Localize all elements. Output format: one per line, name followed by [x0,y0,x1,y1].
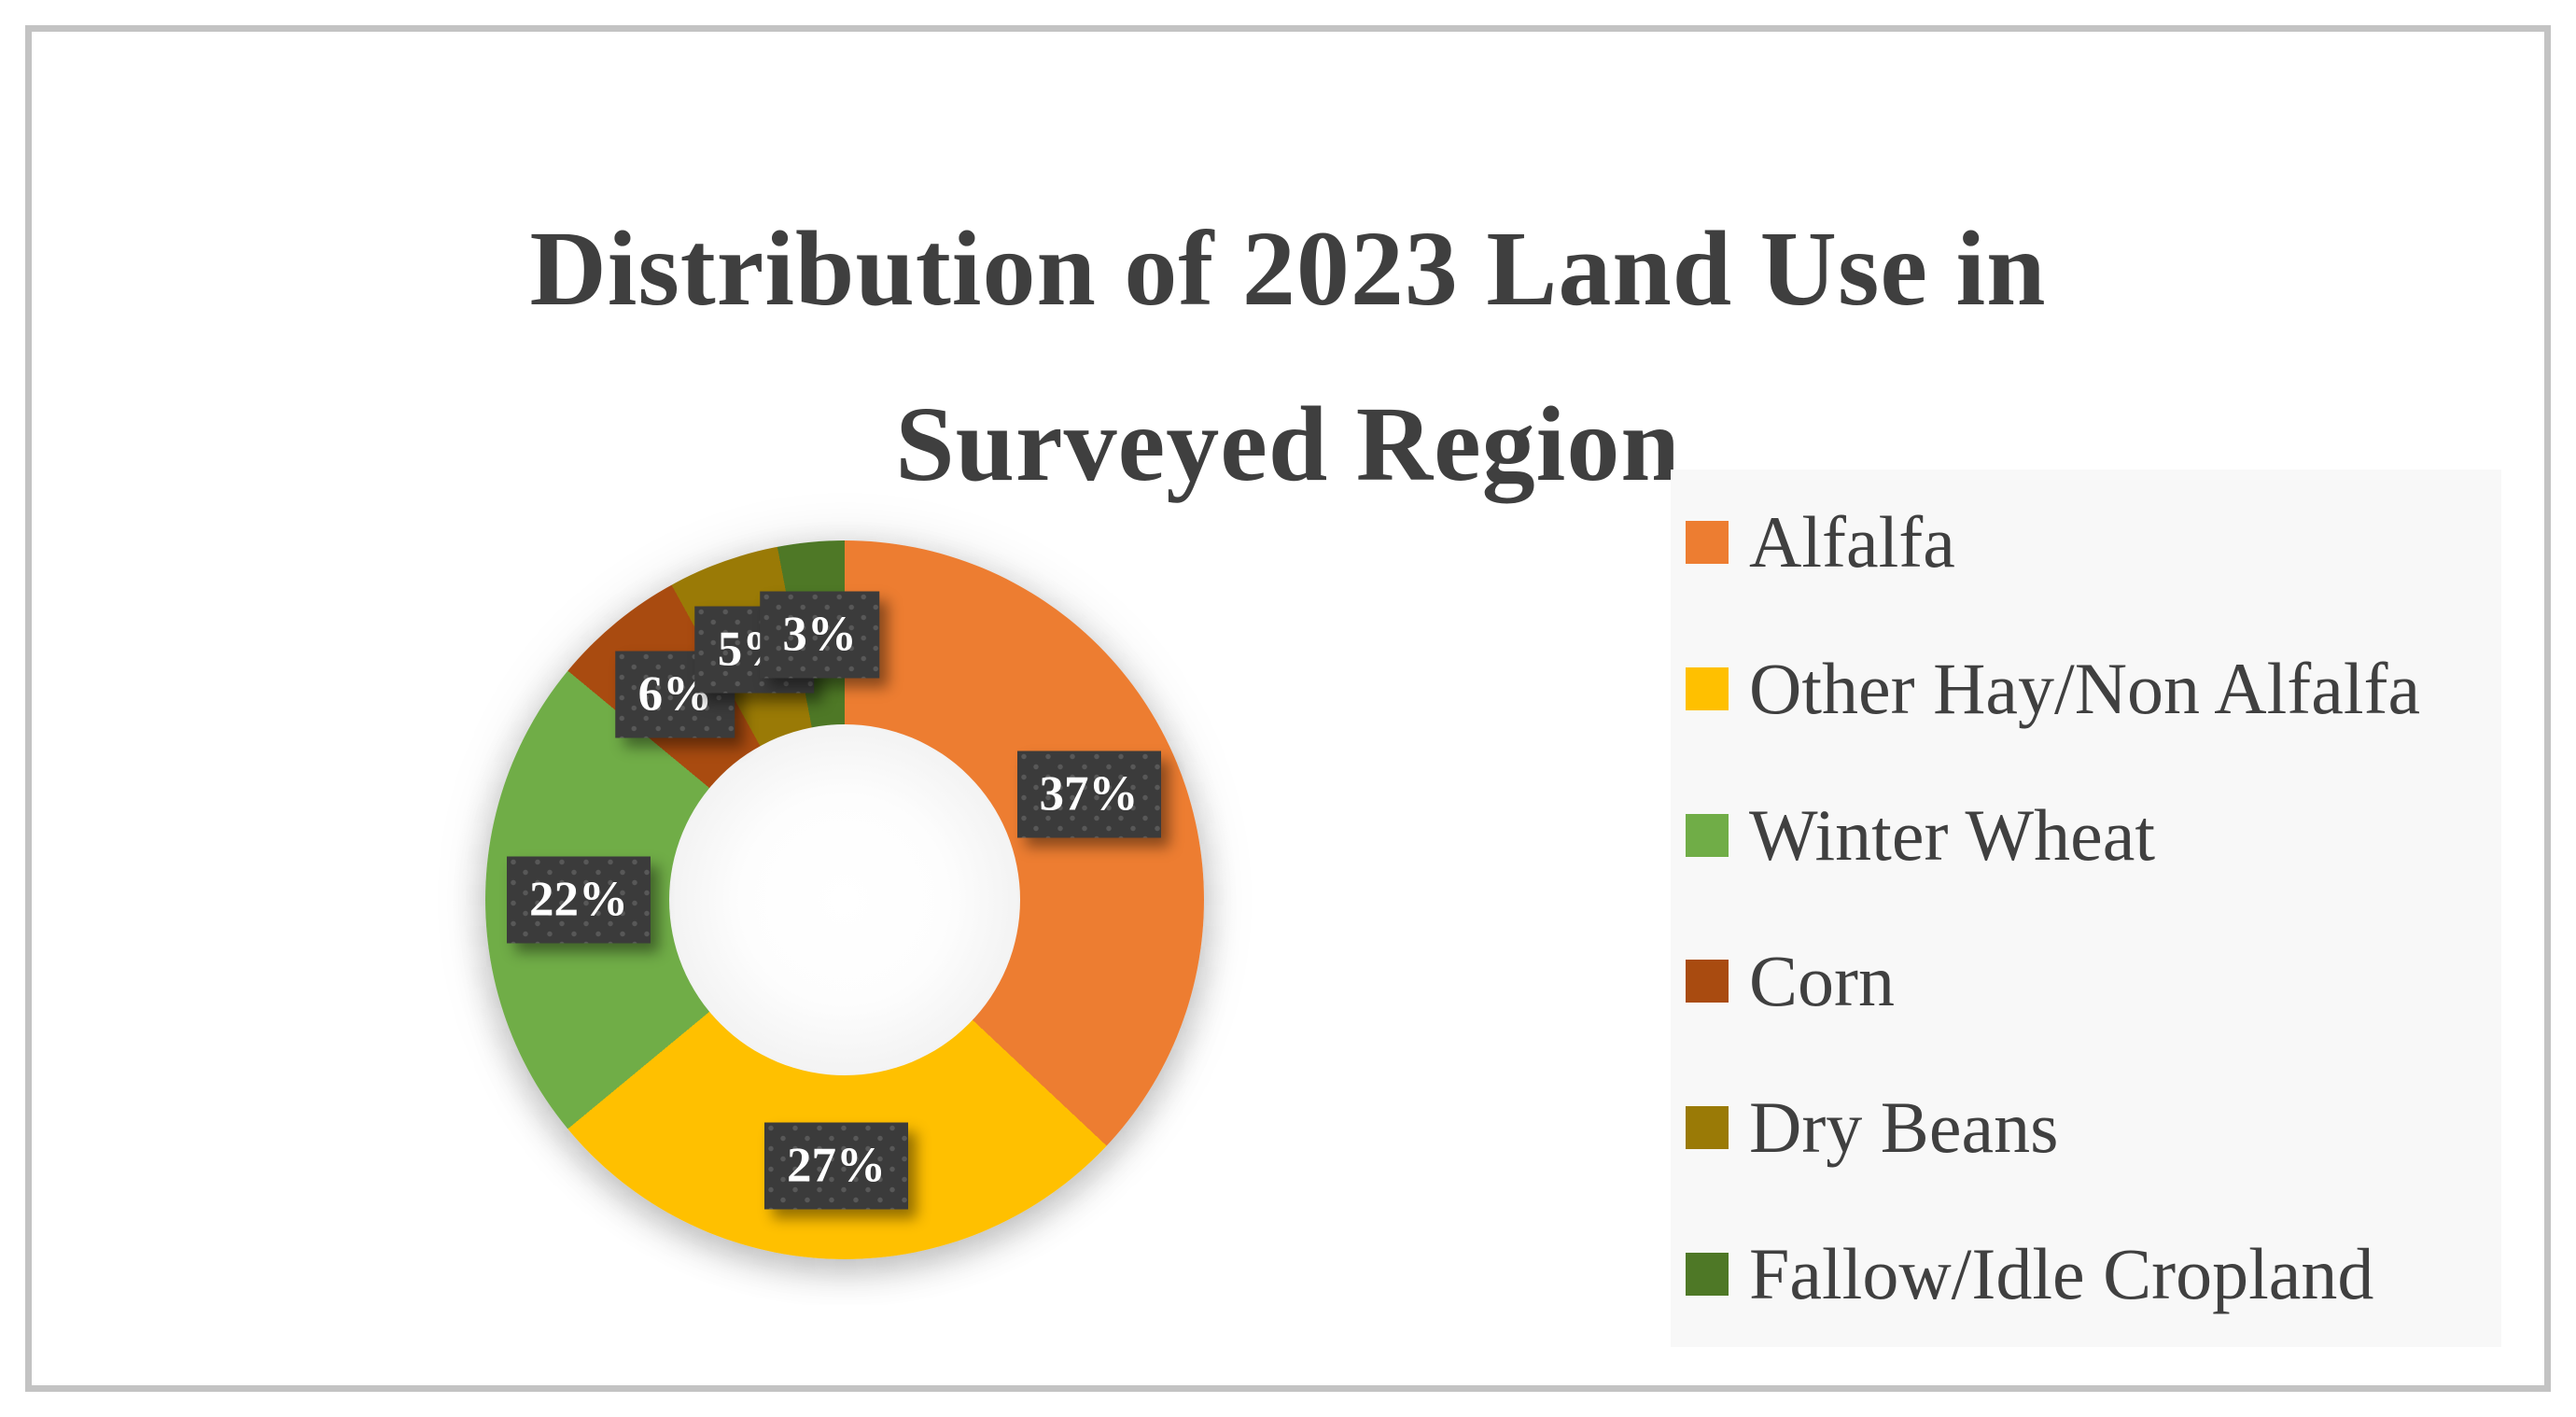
legend-swatch-fallow-idle-cropland [1686,1252,1729,1296]
legend-label-corn: Corn [1749,940,1895,1022]
legend-item-fallow-idle-cropland: Fallow/Idle Cropland [1671,1232,2501,1314]
legend-label-fallow-idle-cropland: Fallow/Idle Cropland [1749,1232,2374,1314]
legend: Alfalfa Other Hay/Non Alfalfa Winter Wheat… [1671,470,2501,1347]
donut-hole [669,724,1020,1075]
data-label-winter-wheat: 22% [507,857,651,944]
legend-swatch-dry-beans [1686,1105,1729,1149]
data-label-fallow-idle-cropland: 3% [760,592,879,679]
legend-item-dry-beans: Dry Beans [1671,1086,2501,1168]
legend-swatch-corn [1686,960,1729,1003]
chart-title-line-1: Distribution of 2023 Land Use in [529,209,2047,329]
legend-swatch-alfalfa [1686,521,1729,565]
legend-swatch-winter-wheat [1686,813,1729,857]
legend-item-winter-wheat: Winter Wheat [1671,793,2501,876]
legend-item-corn: Corn [1671,945,2501,1017]
legend-swatch-other-hay-non-alfalfa [1686,666,1729,710]
legend-label-dry-beans: Dry Beans [1749,1086,2059,1168]
data-label-corn: 6% [616,652,735,738]
data-label-alfalfa: 37% [1017,751,1161,837]
data-label-other-hay-non-alfalfa: 27% [764,1122,908,1209]
legend-label-other-hay-non-alfalfa: Other Hay/Non Alfalfa [1749,647,2421,729]
legend-label-winter-wheat: Winter Wheat [1749,793,2156,876]
legend-item-alfalfa: Alfalfa [1671,506,2501,579]
data-label-dry-beans: 5% [695,606,815,693]
legend-item-other-hay-non-alfalfa: Other Hay/Non Alfalfa [1671,652,2501,725]
legend-label-alfalfa: Alfalfa [1749,501,1955,583]
